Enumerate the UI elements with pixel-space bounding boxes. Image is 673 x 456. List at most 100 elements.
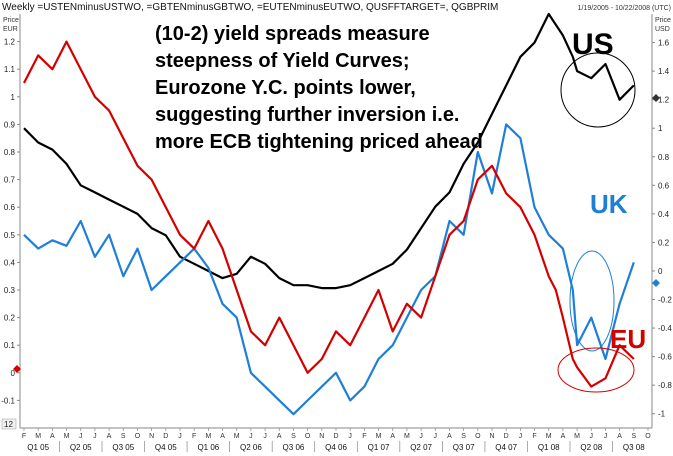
quarter-label-8: Q1 07 bbox=[368, 443, 390, 452]
left-tick-label-11: 0.1 bbox=[4, 341, 16, 350]
left-tick-label-3: 0.9 bbox=[4, 120, 16, 129]
left-unit-line1: Price bbox=[3, 17, 19, 24]
annotation-block: (10-2) yield spreads measure steepness o… bbox=[155, 23, 483, 153]
month-tick-label-7: S bbox=[121, 433, 126, 440]
month-tick-label-40: J bbox=[590, 433, 594, 440]
month-tick-label-42: A bbox=[617, 433, 622, 440]
month-tick-label-10: D bbox=[163, 433, 168, 440]
right-unit-line2: USD bbox=[655, 26, 670, 33]
us-highlight-ellipse bbox=[560, 52, 636, 128]
month-tick-label-37: M bbox=[546, 433, 552, 440]
right-tick-label-9: -0.2 bbox=[658, 296, 672, 305]
quarter-label-10: Q3 07 bbox=[453, 443, 475, 452]
month-tick-label-44: O bbox=[645, 433, 651, 440]
right-marker-uk bbox=[652, 279, 660, 287]
quarter-label-13: Q2 08 bbox=[580, 443, 602, 452]
month-tick-label-23: J bbox=[348, 433, 352, 440]
eu-highlight-ellipse bbox=[557, 347, 635, 393]
right-tick-label-10: -0.4 bbox=[658, 324, 672, 333]
month-tick-label-6: A bbox=[107, 433, 112, 440]
right-tick-label-11: -0.6 bbox=[658, 353, 672, 362]
month-tick-label-8: O bbox=[135, 433, 141, 440]
month-tick-label-29: J bbox=[434, 433, 438, 440]
series-lines bbox=[23, 12, 635, 416]
quarter-label-3: Q4 05 bbox=[155, 443, 177, 452]
quarter-label-14: Q3 08 bbox=[623, 443, 645, 452]
right-axis-ticks: 1.6 1.4 1.2 1 0.8 0.6 0.4 0.2 0 -0.2 -0.4 -0.6 -0.8 -… bbox=[652, 39, 672, 419]
month-tick-label-0: F bbox=[22, 433, 26, 440]
right-tick-label-12: -0.8 bbox=[658, 381, 672, 390]
month-tick-label-1: M bbox=[35, 433, 41, 440]
left-unit-line2: EUR bbox=[3, 26, 18, 33]
left-tick-label-8: 0.4 bbox=[4, 258, 16, 267]
month-tick-label-17: J bbox=[263, 433, 267, 440]
month-tick-label-12: F bbox=[192, 433, 196, 440]
right-tick-label-5: 0.6 bbox=[658, 181, 670, 190]
right-tick-label-2: 1.2 bbox=[658, 96, 670, 105]
left-tick-label-2: 1 bbox=[11, 93, 16, 102]
left-tick-label-4: 0.8 bbox=[4, 148, 16, 157]
right-tick-label-8: 0 bbox=[658, 267, 663, 276]
left-tick-label-12: 0 bbox=[11, 369, 16, 378]
eu-label: EU bbox=[610, 324, 646, 354]
left-tick-label-13: -0.1 bbox=[1, 396, 15, 405]
month-tick-label-38: A bbox=[561, 433, 566, 440]
month-tick-label-14: A bbox=[220, 433, 225, 440]
us-label: US bbox=[572, 28, 614, 61]
month-tick-label-26: A bbox=[390, 433, 395, 440]
month-tick-label-31: S bbox=[461, 433, 466, 440]
month-tick-label-27: M bbox=[404, 433, 410, 440]
right-tick-label-7: 0.2 bbox=[658, 238, 670, 247]
uk-highlight-ellipse bbox=[569, 250, 615, 352]
month-tick-label-41: J bbox=[604, 433, 608, 440]
quarter-label-1: Q2 05 bbox=[70, 443, 92, 452]
left-axis-ticks: 1.2 1.1 1 0.9 0.8 0.7 0.6 0.5 0.4 0.3 0.2 0.1 0 -0.1 bbox=[1, 38, 20, 405]
month-tick-label-5: J bbox=[93, 433, 97, 440]
corner-badge bbox=[1, 418, 17, 430]
left-tick-label-1: 1.1 bbox=[4, 65, 16, 74]
month-tick-label-34: D bbox=[504, 433, 509, 440]
right-tick-label-13: -1 bbox=[658, 410, 666, 419]
month-tick-label-39: M bbox=[574, 433, 580, 440]
month-tick-label-43: S bbox=[631, 433, 636, 440]
left-tick-label-9: 0.3 bbox=[4, 286, 16, 295]
month-tick-label-22: D bbox=[333, 433, 338, 440]
annotation-line-2: steepness of Yield Curves; bbox=[155, 50, 410, 72]
annotation-line-4: suggesting further inversion i.e. bbox=[155, 104, 460, 126]
month-tick-label-25: M bbox=[376, 433, 382, 440]
right-unit-line1: Price bbox=[655, 17, 671, 24]
month-tick-label-4: J bbox=[79, 433, 83, 440]
month-tick-label-3: M bbox=[64, 433, 70, 440]
month-tick-label-33: N bbox=[489, 433, 494, 440]
month-tick-label-30: A bbox=[447, 433, 452, 440]
month-tick-label-24: F bbox=[362, 433, 366, 440]
right-tick-label-6: 0.4 bbox=[658, 210, 670, 219]
month-tick-label-21: N bbox=[319, 433, 324, 440]
left-tick-label-6: 0.6 bbox=[4, 203, 16, 212]
month-tick-label-18: A bbox=[277, 433, 282, 440]
quarter-label-4: Q1 06 bbox=[197, 443, 219, 452]
right-tick-label-0: 1.6 bbox=[658, 39, 670, 48]
series-line-us bbox=[23, 12, 635, 290]
month-tick-label-20: O bbox=[305, 433, 311, 440]
annotation-line-5: more ECB tightening priced ahead bbox=[155, 131, 483, 153]
right-tick-label-1: 1.4 bbox=[658, 67, 670, 76]
month-tick-label-35: J bbox=[519, 433, 523, 440]
quarter-label-5: Q2 06 bbox=[240, 443, 262, 452]
month-tick-label-36: F bbox=[532, 433, 536, 440]
right-tick-label-4: 0.8 bbox=[658, 153, 670, 162]
quarter-label-9: Q2 07 bbox=[410, 443, 432, 452]
quarter-label-11: Q4 07 bbox=[495, 443, 517, 452]
corner-badge-label: 12 bbox=[4, 420, 13, 429]
left-tick-label-7: 0.5 bbox=[4, 231, 16, 240]
right-tick-label-3: 1 bbox=[658, 124, 663, 133]
quarter-label-12: Q1 08 bbox=[538, 443, 560, 452]
annotation-line-1: (10-2) yield spreads measure bbox=[155, 23, 430, 45]
annotation-line-3: Eurozone Y.C. points lower, bbox=[155, 77, 416, 99]
month-tick-label-19: S bbox=[291, 433, 296, 440]
month-tick-label-2: A bbox=[50, 433, 55, 440]
month-tick-label-11: J bbox=[178, 433, 182, 440]
month-tick-label-13: M bbox=[205, 433, 211, 440]
series-line-uk bbox=[23, 123, 635, 416]
